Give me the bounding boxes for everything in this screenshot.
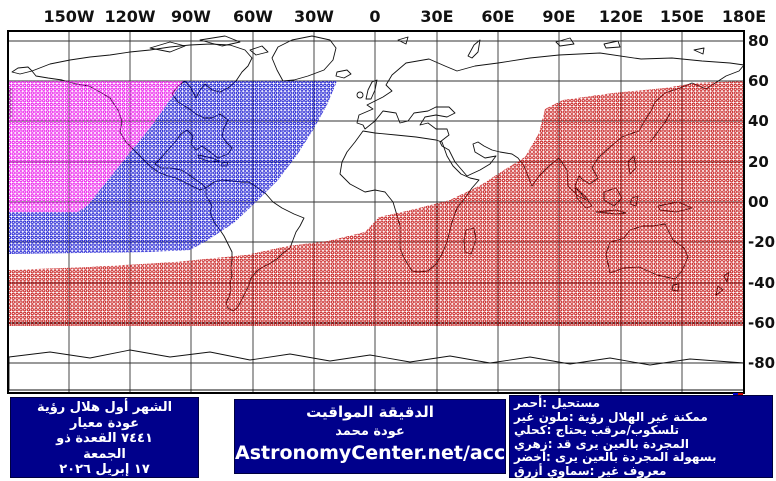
- lon-label: 150W: [43, 7, 94, 26]
- lon-label: 90E: [542, 7, 575, 26]
- lat-label: -80: [748, 354, 775, 372]
- lon-label: 120E: [599, 7, 643, 26]
- lat-label: -60: [748, 314, 775, 332]
- lon-label: 30W: [294, 7, 334, 26]
- lon-label: 60W: [233, 7, 273, 26]
- map-border: [7, 30, 745, 394]
- program-name: الدقيقة المواقيت: [306, 403, 434, 421]
- region-impossible-red: [9, 81, 744, 326]
- lon-label: 30E: [420, 7, 453, 26]
- visibility-regions: [9, 81, 744, 326]
- lon-label: 150E: [660, 7, 704, 26]
- lat-label: 00: [748, 193, 769, 211]
- gregorian-date: ١٧ إبريل ٢٠٢٦: [59, 462, 150, 478]
- lon-label: 90W: [171, 7, 211, 26]
- lat-label: 40: [748, 112, 769, 130]
- lat-label: -40: [748, 274, 775, 292]
- legend-box: مستحيل :أحمر ممكنة غير الهلال رؤية :ملون…: [509, 395, 773, 478]
- legend-skyblue-unknown: معروف غير :سماوي أزرق: [514, 463, 667, 478]
- hijri-info-box: الشهر أول هلال رؤية عودة معيار ٧٤٤١ القع…: [10, 397, 199, 478]
- legend-navy-telescope: تلسكوب/مرقب يحتاج :كحلي: [514, 423, 680, 437]
- author-name: عودة محمد: [335, 424, 405, 439]
- region-telescope-navy: [9, 81, 337, 254]
- weekday-label: الجمعة: [83, 446, 126, 462]
- lat-label: 80: [748, 32, 769, 50]
- website-url: AstronomyCenter.net/accut.html: [235, 442, 585, 464]
- lat-label: 60: [748, 72, 769, 90]
- longitude-axis: 150W 120W 90W 60W 30W 0 30E 60E 90E 120E…: [43, 7, 766, 26]
- credit-box: الدقيقة المواقيت عودة محمد AstronomyCent…: [234, 399, 585, 474]
- hijri-month-year: ٧٤٤١ القعدة ذو: [56, 431, 153, 447]
- lon-label: 60E: [481, 7, 514, 26]
- lat-label: 20: [748, 153, 769, 171]
- legend-uncolored-not-possible: ممكنة غير الهلال رؤية :ملون غير: [514, 409, 708, 424]
- lon-label: 120W: [104, 7, 155, 26]
- criterion-label: عودة معيار: [70, 415, 139, 431]
- legend-green-easy-naked-eye: بسهولة المجردة بالعين يرى :أخضر: [514, 450, 717, 464]
- latitude-axis: 80 60 40 20 00 -20 -40 -60 -80: [748, 32, 775, 372]
- legend-pink-maybe-naked-eye: المجردة بالعين يرى قد :زهري: [514, 436, 689, 451]
- region-maybe-pink: [9, 81, 183, 212]
- lon-label: 180E: [722, 7, 766, 26]
- legend-red-impossible: مستحيل :أحمر: [514, 396, 601, 410]
- lat-label: -20: [748, 233, 775, 251]
- map-title: الشهر أول هلال رؤية: [36, 400, 173, 415]
- lon-label: 0: [369, 7, 380, 26]
